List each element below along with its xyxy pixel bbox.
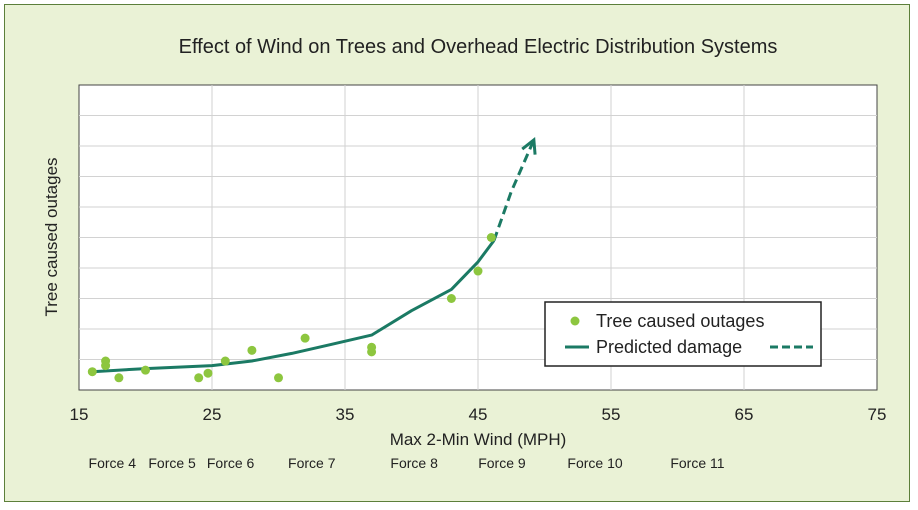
data-point bbox=[473, 266, 483, 276]
data-point bbox=[446, 294, 456, 303]
data-point bbox=[367, 342, 377, 352]
predicted-damage-line bbox=[92, 239, 496, 374]
force-label: Force 11 bbox=[670, 455, 724, 471]
data-point bbox=[486, 233, 496, 242]
data-point bbox=[141, 365, 150, 375]
force-label: Force 5 bbox=[148, 455, 196, 471]
data-point bbox=[87, 367, 97, 377]
force-label: Force 7 bbox=[288, 455, 336, 471]
data-point bbox=[300, 333, 310, 343]
x-tick-label: 65 bbox=[735, 405, 754, 424]
data-point bbox=[247, 345, 257, 355]
chart-title: Effect of Wind on Trees and Overhead Ele… bbox=[179, 36, 778, 58]
force-label: Force 6 bbox=[207, 455, 255, 471]
series-layer bbox=[87, 136, 537, 383]
arrow-head bbox=[521, 136, 537, 155]
data-point bbox=[114, 373, 124, 383]
chart-svg: Effect of Wind on Trees and Overhead Ele… bbox=[42, 36, 887, 471]
x-tick-label: 35 bbox=[336, 405, 355, 424]
legend-scatter-marker bbox=[570, 316, 580, 326]
legend: Tree caused outages Predicted damage bbox=[544, 301, 822, 367]
force-label: Force 10 bbox=[567, 455, 622, 471]
x-axis-label: Max 2-Min Wind (MPH) bbox=[390, 430, 567, 449]
data-point bbox=[194, 373, 204, 383]
x-tick-labels: 15 25 35 45 55 65 75 bbox=[70, 405, 887, 424]
x-tick-label: 75 bbox=[868, 405, 887, 424]
x-tick-label: 15 bbox=[70, 405, 89, 424]
data-point bbox=[274, 373, 283, 383]
data-point bbox=[220, 356, 230, 366]
force-label: Force 4 bbox=[89, 455, 137, 471]
chart-figure: Effect of Wind on Trees and Overhead Ele… bbox=[4, 4, 910, 502]
x-tick-label: 45 bbox=[469, 405, 488, 424]
force-label: Force 8 bbox=[390, 455, 438, 471]
legend-label-outages: Tree caused outages bbox=[596, 311, 764, 331]
force-label: Force 9 bbox=[478, 455, 526, 471]
y-axis-label: Tree caused outages bbox=[42, 157, 61, 316]
x-tick-label: 25 bbox=[203, 405, 222, 424]
force-labels: Force 4 Force 5 Force 6 Force 7 Force 8 Force… bbox=[89, 455, 725, 471]
predicted-damage-dashed-line bbox=[492, 139, 536, 241]
legend-label-predicted: Predicted damage bbox=[596, 337, 742, 357]
data-point bbox=[101, 356, 111, 366]
legend-box bbox=[544, 301, 822, 367]
data-point bbox=[203, 368, 213, 378]
x-tick-label: 55 bbox=[602, 405, 621, 424]
